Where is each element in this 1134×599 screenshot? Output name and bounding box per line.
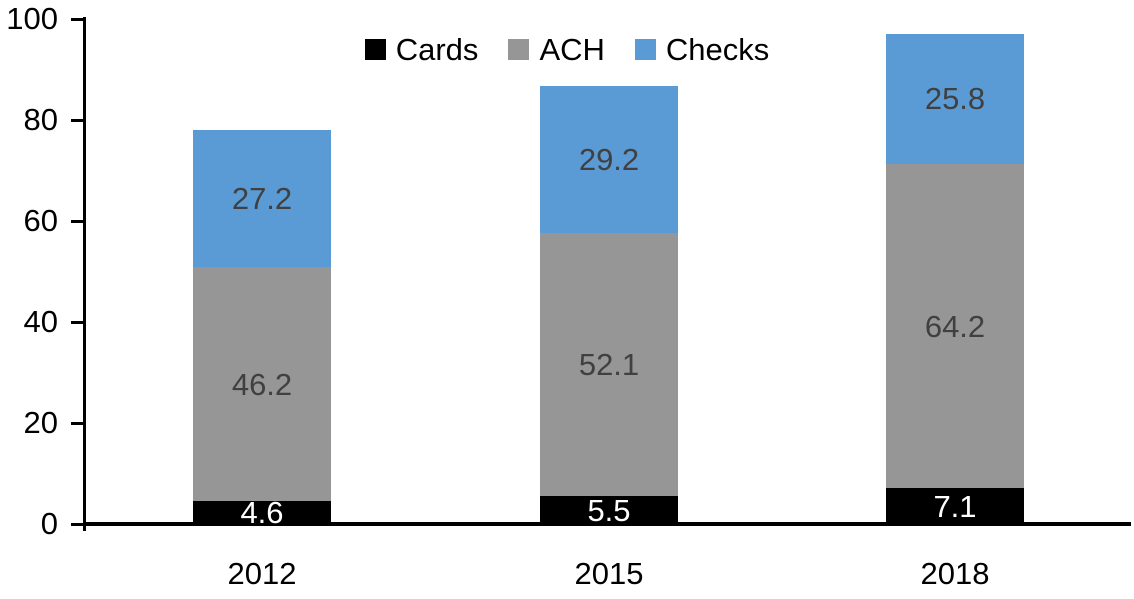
y-tick-label: 40 (23, 304, 58, 339)
y-tick-mark (71, 17, 83, 21)
y-axis-line (83, 17, 86, 531)
y-tick-label: 20 (23, 405, 58, 440)
bar-value-label: 46.2 (231, 366, 293, 402)
legend-label: ACH (539, 32, 605, 67)
chart-legend: Cards ACH Checks (0, 34, 1134, 65)
legend-item-ach: ACH (508, 32, 605, 67)
y-tick-label: 100 (6, 1, 58, 36)
legend-label: Checks (665, 32, 770, 67)
y-tick-mark (71, 421, 83, 425)
bar-value-label: 64.2 (924, 308, 986, 344)
legend-swatch-ach-icon (508, 39, 530, 60)
bar-value-label: 27.2 (231, 181, 293, 217)
y-tick-mark (71, 522, 83, 526)
bar-value-label: 5.5 (587, 492, 631, 528)
bar-segment-ach-2015: 52.1 (540, 233, 678, 497)
bar-segment-checks-2018: 25.8 (886, 33, 1024, 164)
x-axis-line (83, 522, 1131, 526)
bar-value-label: 4.6 (240, 494, 284, 530)
x-category-label: 2015 (574, 556, 644, 591)
y-tick-mark (71, 320, 83, 324)
legend-item-cards: Cards (364, 32, 479, 67)
bar-segment-ach-2018: 64.2 (886, 163, 1024, 489)
x-category-label: 2012 (227, 556, 297, 591)
bar-value-label: 25.8 (924, 81, 986, 117)
bar-value-label: 7.1 (933, 488, 977, 524)
y-tick-mark (71, 219, 83, 223)
bar-segment-cards-2012: 4.6 (193, 497, 331, 528)
y-tick-label: 80 (23, 102, 58, 137)
legend-swatch-cards-icon (364, 39, 386, 60)
x-category-label: 2018 (920, 556, 990, 591)
legend-swatch-checks-icon (634, 39, 656, 60)
y-tick-label: 0 (40, 506, 58, 541)
bar-value-label: 52.1 (578, 347, 640, 383)
bar-segment-cards-2018: 7.1 (886, 488, 1024, 524)
bar-segment-checks-2012: 27.2 (193, 130, 331, 268)
y-tick-label: 60 (23, 203, 58, 238)
legend-item-checks: Checks (634, 32, 770, 67)
y-tick-mark (71, 118, 83, 122)
bar-segment-cards-2015: 5.5 (540, 492, 678, 528)
bar-segment-ach-2012: 46.2 (193, 267, 331, 501)
bar-value-label: 29.2 (578, 141, 640, 177)
legend-label: Cards (395, 32, 479, 67)
bar-segment-checks-2015: 29.2 (540, 85, 678, 234)
